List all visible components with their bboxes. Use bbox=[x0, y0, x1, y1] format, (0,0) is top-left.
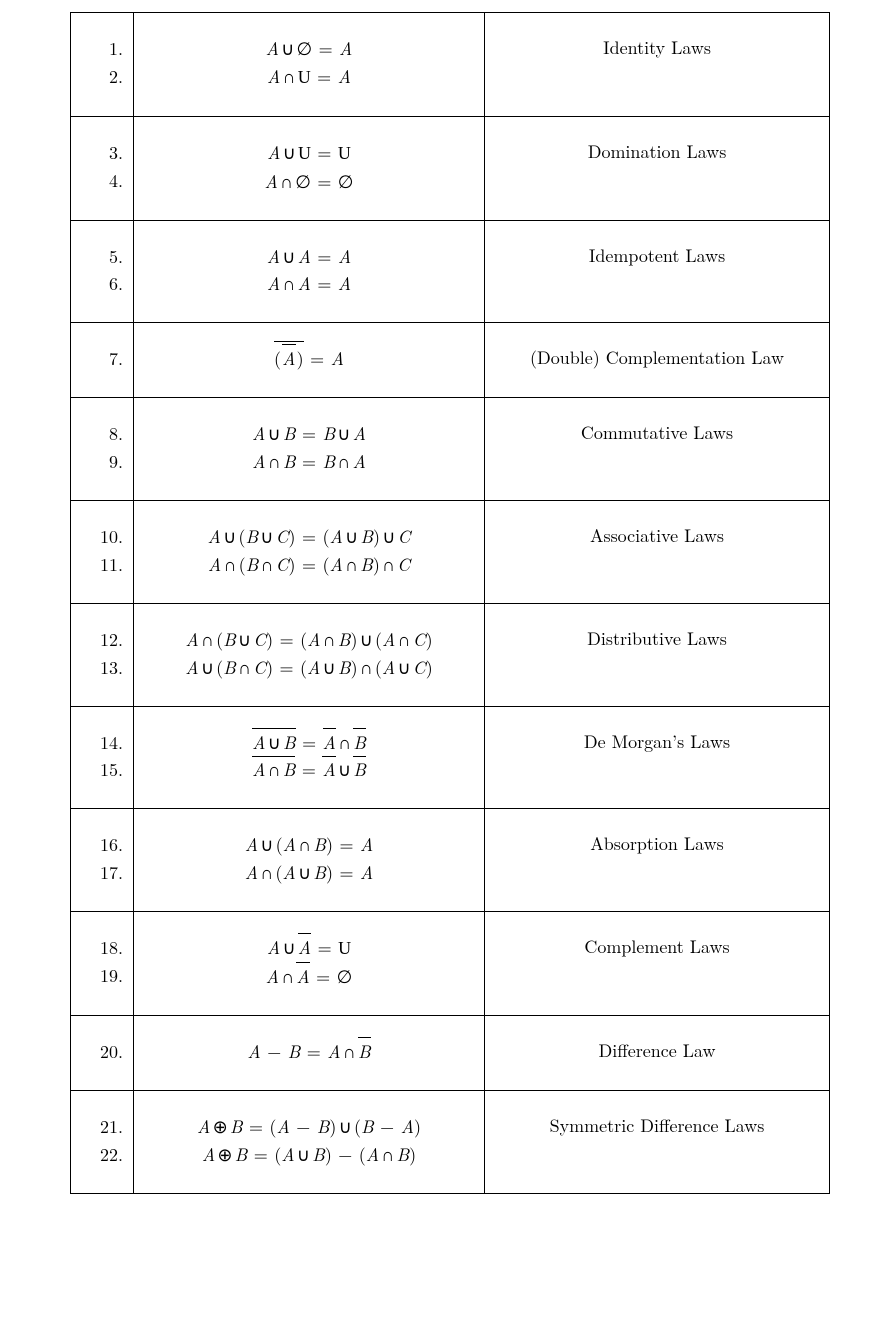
table-row: 18.19.A∪A = UA∩A = ∅Complement Laws bbox=[71, 912, 830, 1016]
row-number: 15. bbox=[81, 756, 123, 784]
row-number-cell: 8.9. bbox=[71, 398, 134, 501]
equation-cell: A∪B = A∩BA∩B = A∪B bbox=[134, 706, 485, 809]
row-number: 6. bbox=[81, 270, 123, 298]
equation: A∩B = B∩A bbox=[144, 448, 474, 476]
row-number-cell: 16.17. bbox=[71, 809, 134, 912]
equation-cell: A∪U = UA∩∅ = ∅ bbox=[134, 116, 485, 220]
law-name-cell: Difference Law bbox=[485, 1015, 830, 1090]
equation-cell: A∪A = AA∩A = A bbox=[134, 220, 485, 323]
page: 1.2.A∪∅ = AA∩U = AIdentity Laws3.4.A∪U =… bbox=[0, 12, 890, 1224]
law-name-cell: De Morgan’s Laws bbox=[485, 706, 830, 809]
row-number-cell: 7. bbox=[71, 323, 134, 398]
row-number-cell: 12.13. bbox=[71, 603, 134, 706]
table-row: 20. A − B = A∩B Difference Law bbox=[71, 1015, 830, 1090]
row-number-cell: 14.15. bbox=[71, 706, 134, 809]
row-number: 8. bbox=[81, 420, 123, 448]
row-number: 13. bbox=[81, 654, 123, 682]
equation: A∪B = A∩B bbox=[144, 729, 474, 757]
equation: A∪A = U bbox=[144, 934, 474, 963]
table-row: 7. ( A ) = A (Double) Complementation Law bbox=[71, 323, 830, 398]
table-body: 1.2.A∪∅ = AA∩U = AIdentity Laws3.4.A∪U =… bbox=[71, 13, 830, 1194]
table-row: 10.11.A∪(B∪C) = (A∪B)∪CA∩(B∩C) = (A∩B)∩C… bbox=[71, 501, 830, 604]
law-name-cell: Identity Laws bbox=[485, 13, 830, 117]
row-number-cell: 20. bbox=[71, 1015, 134, 1090]
equation: A⊕B = (A − B)∪(B − A) bbox=[144, 1113, 474, 1141]
equation: A∩A = ∅ bbox=[144, 963, 474, 991]
equation: ( A ) = A bbox=[144, 345, 474, 373]
equation: A∪(B∩C) = (A∪B)∩(A∪C) bbox=[144, 654, 474, 682]
equation: A∩U = A bbox=[144, 63, 474, 92]
law-name-cell: Absorption Laws bbox=[485, 809, 830, 912]
row-number: 2. bbox=[81, 63, 123, 91]
equation-cell: A∪(A∩B) = AA∩(A∪B) = A bbox=[134, 809, 485, 912]
row-number: 1. bbox=[81, 35, 123, 63]
row-number: 20. bbox=[81, 1038, 123, 1066]
row-number: 12. bbox=[81, 626, 123, 654]
law-name-cell: (Double) Complementation Law bbox=[485, 323, 830, 398]
equation-cell: A⊕B = (A − B)∪(B − A)A⊕B = (A∪B) − (A∩B) bbox=[134, 1090, 485, 1193]
row-number-cell: 1.2. bbox=[71, 13, 134, 117]
equation-cell: A∪∅ = AA∩U = A bbox=[134, 13, 485, 117]
row-number-cell: 3.4. bbox=[71, 116, 134, 220]
law-name-cell: Symmetric Difference Laws bbox=[485, 1090, 830, 1193]
row-number: 11. bbox=[81, 551, 123, 579]
equation: A∪A = A bbox=[144, 243, 474, 271]
equation: A∩∅ = ∅ bbox=[144, 168, 474, 196]
law-name-cell: Domination Laws bbox=[485, 116, 830, 220]
equation: A∪U = U bbox=[144, 139, 474, 168]
equation-cell: A∩(B∪C) = (A∩B)∪(A∩C)A∪(B∩C) = (A∪B)∩(A∪… bbox=[134, 603, 485, 706]
row-number: 19. bbox=[81, 962, 123, 990]
law-name-cell: Distributive Laws bbox=[485, 603, 830, 706]
equation: A∩(A∪B) = A bbox=[144, 859, 474, 887]
equation: A∩(B∩C) = (A∩B)∩C bbox=[144, 551, 474, 579]
row-number: 17. bbox=[81, 859, 123, 887]
equation: A∪(B∪C) = (A∪B)∪C bbox=[144, 523, 474, 551]
table-row: 8.9.A∪B = B∪AA∩B = B∩ACommutative Laws bbox=[71, 398, 830, 501]
equation: A∪(A∩B) = A bbox=[144, 831, 474, 859]
row-number: 4. bbox=[81, 167, 123, 195]
equation: A⊕B = (A∪B) − (A∩B) bbox=[144, 1141, 474, 1169]
equation-cell: A∪B = B∪AA∩B = B∩A bbox=[134, 398, 485, 501]
table-row: 3.4.A∪U = UA∩∅ = ∅Domination Laws bbox=[71, 116, 830, 220]
table-row: 16.17.A∪(A∩B) = AA∩(A∪B) = AAbsorption L… bbox=[71, 809, 830, 912]
law-name-cell: Commutative Laws bbox=[485, 398, 830, 501]
row-number-cell: 5.6. bbox=[71, 220, 134, 323]
equation: A∩B = A∪B bbox=[144, 756, 474, 784]
equation: A∩A = A bbox=[144, 270, 474, 298]
equation-cell: A∪(B∪C) = (A∪B)∪CA∩(B∩C) = (A∩B)∩C bbox=[134, 501, 485, 604]
row-number-cell: 21.22. bbox=[71, 1090, 134, 1193]
table-row: 21.22.A⊕B = (A − B)∪(B − A)A⊕B = (A∪B) −… bbox=[71, 1090, 830, 1193]
row-number: 7. bbox=[81, 345, 123, 373]
row-number: 21. bbox=[81, 1113, 123, 1141]
equation: A∪∅ = A bbox=[144, 35, 474, 63]
table-row: 5.6.A∪A = AA∩A = AIdempotent Laws bbox=[71, 220, 830, 323]
law-name-cell: Complement Laws bbox=[485, 912, 830, 1016]
row-number: 5. bbox=[81, 243, 123, 271]
row-number: 18. bbox=[81, 934, 123, 962]
equation: A∩(B∪C) = (A∩B)∪(A∩C) bbox=[144, 626, 474, 654]
row-number: 3. bbox=[81, 139, 123, 167]
equation: A∪B = B∪A bbox=[144, 420, 474, 448]
equation-cell: ( A ) = A bbox=[134, 323, 485, 398]
row-number: 10. bbox=[81, 523, 123, 551]
set-laws-table: 1.2.A∪∅ = AA∩U = AIdentity Laws3.4.A∪U =… bbox=[70, 12, 830, 1194]
row-number: 16. bbox=[81, 831, 123, 859]
row-number-cell: 10.11. bbox=[71, 501, 134, 604]
equation-cell: A − B = A∩B bbox=[134, 1015, 485, 1090]
row-number: 9. bbox=[81, 448, 123, 476]
table-row: 12.13.A∩(B∪C) = (A∩B)∪(A∩C)A∪(B∩C) = (A∪… bbox=[71, 603, 830, 706]
law-name-cell: Idempotent Laws bbox=[485, 220, 830, 323]
law-name-cell: Associative Laws bbox=[485, 501, 830, 604]
equation-cell: A∪A = UA∩A = ∅ bbox=[134, 912, 485, 1016]
row-number: 14. bbox=[81, 729, 123, 757]
table-row: 1.2.A∪∅ = AA∩U = AIdentity Laws bbox=[71, 13, 830, 117]
row-number-cell: 18.19. bbox=[71, 912, 134, 1016]
table-row: 14.15.A∪B = A∩BA∩B = A∪BDe Morgan’s Laws bbox=[71, 706, 830, 809]
equation: A − B = A∩B bbox=[144, 1038, 474, 1066]
row-number: 22. bbox=[81, 1141, 123, 1169]
